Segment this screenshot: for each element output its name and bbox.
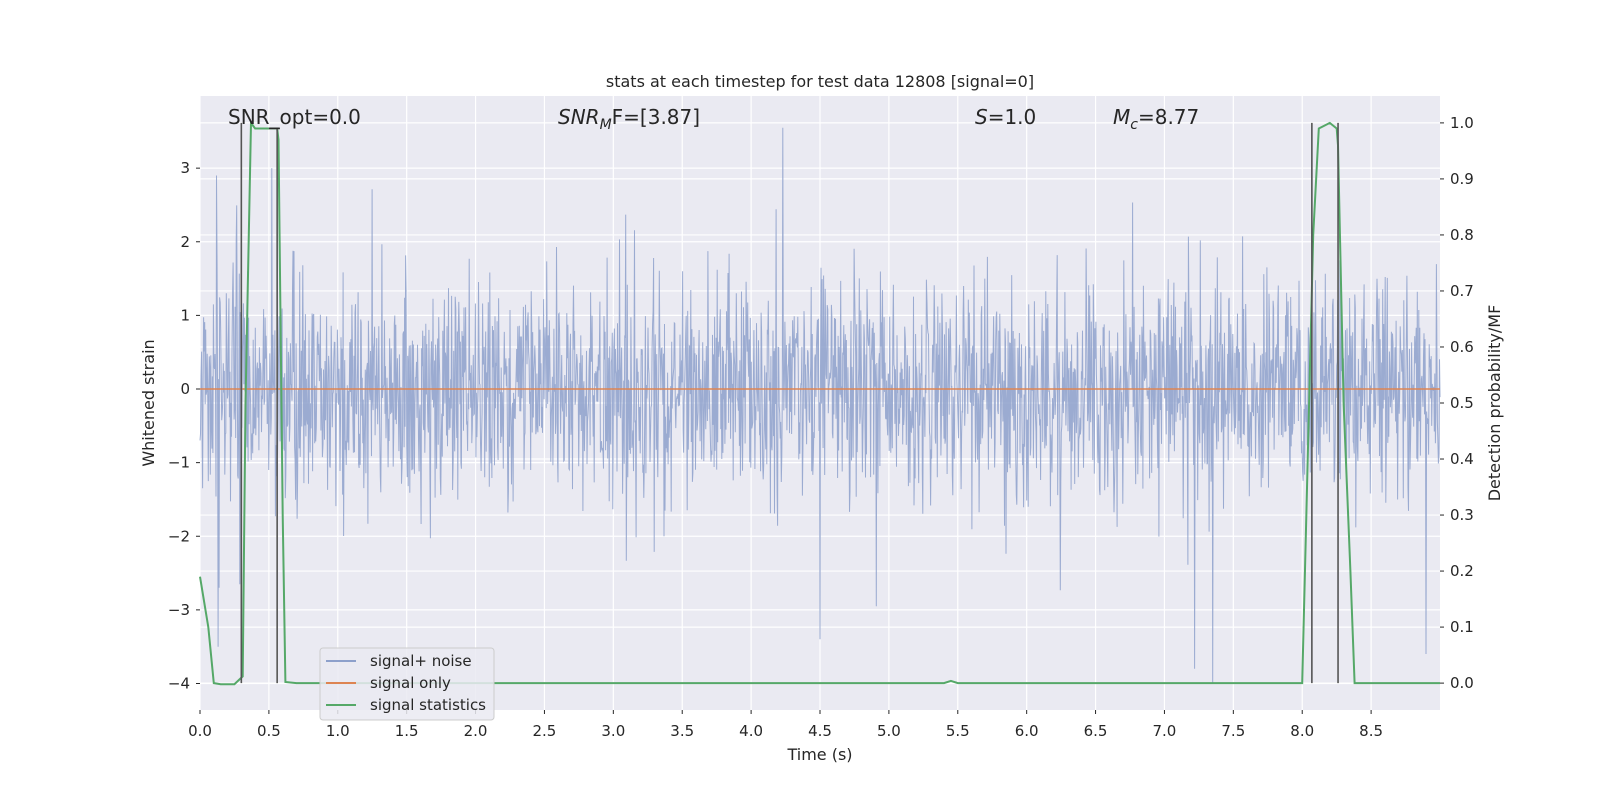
y-tick-label: 1 (180, 306, 190, 324)
annotations: SNR_opt=0.0 SNRMF=[3.87] S=1.0 Mc=8.77 (228, 105, 1199, 133)
y-tick-label: 3 (180, 159, 190, 177)
legend-label-noise: signal+ noise (370, 652, 472, 670)
signal-statistics-series (199, 119, 1440, 686)
y-axis-ticks: −4 −3 −2 −1 0 1 2 3 (168, 159, 200, 692)
right-tick-label: 0.5 (1450, 394, 1474, 412)
x-tick-label: 5.5 (946, 722, 970, 740)
x-axis-label: Time (s) (786, 745, 852, 764)
right-tick-label: 0.2 (1450, 562, 1474, 580)
chart-title: stats at each timestep for test data 128… (606, 72, 1034, 91)
annotation-mc-sub: c (1130, 117, 1138, 133)
legend: signal+ noise signal only signal statist… (319, 647, 495, 721)
annotation-snr-mf-base: SNR (558, 105, 600, 129)
right-axis-ticks: 0.0 0.1 0.2 0.3 0.4 0.5 0.6 0.7 0.8 0.9 1.0 (1440, 114, 1474, 692)
signal-statistics-line (199, 119, 1440, 686)
annotation-mc-tail: =8.77 (1138, 105, 1199, 129)
right-tick-label: 0.8 (1450, 226, 1474, 244)
y-tick-label: −2 (168, 527, 190, 545)
right-tick-label: 0.9 (1450, 170, 1474, 188)
right-tick-label: 0.0 (1450, 674, 1474, 692)
noise-trace (199, 127, 1441, 684)
x-tick-label: 3.0 (601, 722, 625, 740)
detection-markers (240, 122, 1339, 684)
x-tick-label: 4.0 (739, 722, 763, 740)
y-tick-label: −1 (168, 454, 190, 472)
annotation-mc-base: M (1113, 105, 1130, 129)
x-tick-label: 5.0 (877, 722, 901, 740)
x-axis-ticks: 0.0 0.5 1.0 1.5 2.0 2.5 3.0 3.5 4.0 4.5 5.0 5.5 6.0 6… (188, 710, 1383, 740)
x-tick-label: 3.5 (670, 722, 694, 740)
x-tick-label: 8.5 (1359, 722, 1383, 740)
x-tick-label: 2.0 (464, 722, 488, 740)
annotation-s: S=1.0 (975, 105, 1036, 129)
annotation-mc: Mc=8.77 (1113, 105, 1199, 133)
annotation-s-base: S (975, 105, 988, 129)
right-tick-label: 0.3 (1450, 506, 1474, 524)
x-tick-label: 1.0 (326, 722, 350, 740)
x-tick-label: 7.0 (1153, 722, 1177, 740)
x-tick-label: 7.5 (1221, 722, 1245, 740)
x-tick-label: 4.5 (808, 722, 832, 740)
x-tick-label: 0.5 (257, 722, 281, 740)
y-tick-label: 0 (180, 380, 190, 398)
annotation-snr-mf: SNRMF=[3.87] (558, 105, 700, 133)
legend-box (319, 647, 495, 721)
right-tick-label: 0.1 (1450, 618, 1474, 636)
x-tick-label: 1.5 (395, 722, 419, 740)
y-tick-label: 2 (180, 233, 190, 251)
x-tick-label: 0.0 (188, 722, 212, 740)
y-tick-label: −3 (168, 601, 190, 619)
x-tick-label: 8.0 (1290, 722, 1314, 740)
right-tick-label: 0.4 (1450, 450, 1474, 468)
annotation-s-tail: =1.0 (988, 105, 1037, 129)
x-tick-label: 2.5 (533, 722, 557, 740)
legend-label-signal: signal only (370, 674, 451, 692)
signal-noise-series (199, 127, 1441, 684)
annotation-snr-mf-sub: M (600, 117, 612, 133)
y-axis-label: Whitened strain (139, 339, 158, 466)
y-tick-label: −4 (168, 674, 190, 692)
right-tick-label: 1.0 (1450, 114, 1474, 132)
annotation-snr-mf-tail: F=[3.87] (612, 105, 700, 129)
x-tick-label: 6.5 (1084, 722, 1108, 740)
right-tick-label: 0.7 (1450, 282, 1474, 300)
legend-label-statistics: signal statistics (370, 696, 486, 714)
x-tick-label: 6.0 (1015, 722, 1039, 740)
annotation-snr-opt: SNR_opt=0.0 (228, 105, 361, 129)
right-axis-label: Detection probability/MF (1485, 305, 1504, 502)
right-tick-label: 0.6 (1450, 338, 1474, 356)
